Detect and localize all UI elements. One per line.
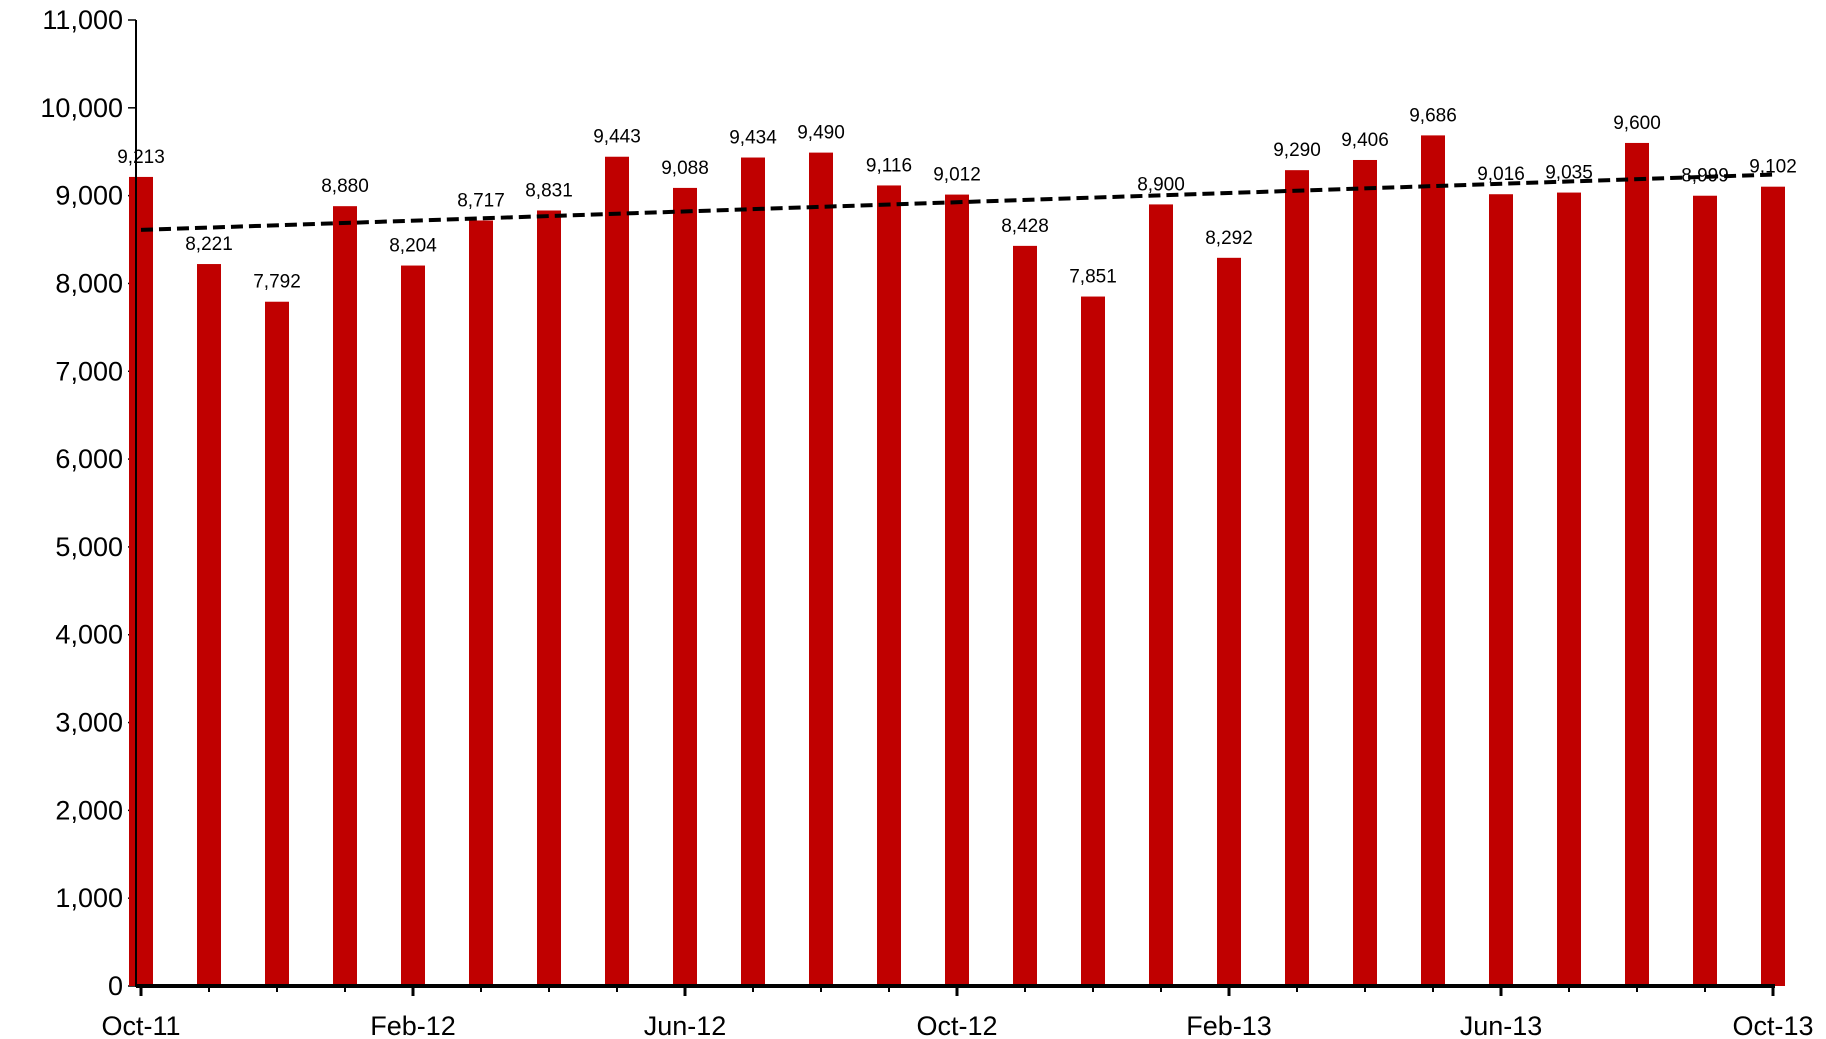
y-tick-label: 0 xyxy=(108,971,123,1001)
data-label: 9,213 xyxy=(117,147,165,168)
data-label: 8,999 xyxy=(1681,166,1729,187)
y-tick-label: 7,000 xyxy=(55,356,123,386)
data-label: 8,221 xyxy=(185,234,233,255)
bar-jun-13 xyxy=(1489,194,1513,987)
x-tick-label: Jun-12 xyxy=(644,1011,727,1039)
bar-dec-11 xyxy=(265,301,289,987)
bar-jan-12 xyxy=(333,206,357,986)
x-tick-label: Feb-13 xyxy=(1186,1011,1272,1039)
bar-apr-13 xyxy=(1353,159,1377,986)
bar-aug-13 xyxy=(1625,142,1649,987)
y-tick-label: 5,000 xyxy=(55,532,123,562)
bar-mar-12 xyxy=(469,220,493,987)
bar-nov-12 xyxy=(1013,245,1037,987)
bar-apr-12 xyxy=(537,210,561,986)
data-labels: 9,213 8,221 7,792 8,880 8,204 8,717 8,831 9,443… xyxy=(117,105,1797,292)
y-tick-label: 4,000 xyxy=(55,620,123,650)
bar-mar-13 xyxy=(1285,170,1309,987)
bar-nov-11 xyxy=(197,264,221,986)
y-tick-label: 11,000 xyxy=(42,5,123,35)
y-tick-label: 9,000 xyxy=(55,181,123,211)
bar-oct-11 xyxy=(129,176,153,986)
data-label: 9,116 xyxy=(866,155,912,176)
y-tick-label: 2,000 xyxy=(55,795,123,825)
x-axis-tick-labels: Oct-11 Feb-12 Jun-12 Oct-12 Feb-13 Jun-13 Oct-… xyxy=(101,1011,1813,1039)
bar-feb-12 xyxy=(401,265,425,986)
data-label: 8,204 xyxy=(389,236,437,257)
x-tick-label: Feb-12 xyxy=(370,1011,456,1039)
data-label: 8,717 xyxy=(457,190,505,211)
data-label: 8,292 xyxy=(1205,228,1253,249)
y-tick-label: 6,000 xyxy=(55,444,123,474)
data-label: 9,434 xyxy=(729,128,777,149)
bar-may-13 xyxy=(1421,135,1445,987)
bar-aug-12 xyxy=(809,152,833,986)
y-tick-label: 1,000 xyxy=(55,883,123,913)
bar-feb-13 xyxy=(1217,257,1241,986)
bar-sep-12 xyxy=(877,185,901,986)
data-label: 7,792 xyxy=(253,272,301,293)
data-label: 9,406 xyxy=(1341,130,1389,151)
data-label: 9,035 xyxy=(1545,163,1593,184)
bar-jun-12 xyxy=(673,187,697,986)
data-label: 9,012 xyxy=(933,165,981,186)
trendline-group xyxy=(140,172,1774,232)
x-tick-label: Oct-11 xyxy=(101,1011,180,1039)
bar-may-12 xyxy=(605,156,629,986)
x-tick-label: Oct-13 xyxy=(1732,1011,1813,1039)
bar-oct-12 xyxy=(945,194,969,987)
x-axis-ticks xyxy=(139,986,1775,996)
y-axis-tick-labels: 0 1,000 2,000 3,000 4,000 5,000 6,000 7,000 8,00… xyxy=(40,5,123,1001)
data-label: 8,900 xyxy=(1137,174,1185,195)
x-tick-label: Jun-13 xyxy=(1460,1011,1543,1039)
bar-oct-13 xyxy=(1761,186,1785,987)
data-label: 9,686 xyxy=(1409,105,1457,126)
y-tick-label: 3,000 xyxy=(55,708,123,738)
y-tick-label: 8,000 xyxy=(55,268,123,298)
bar-dec-12 xyxy=(1081,296,1105,987)
data-label: 8,428 xyxy=(1001,216,1049,237)
data-label: 9,600 xyxy=(1613,113,1661,134)
data-label: 8,880 xyxy=(321,176,369,197)
bar-jul-13 xyxy=(1557,192,1581,986)
bar-jan-13 xyxy=(1149,204,1173,986)
trendline xyxy=(140,172,1774,232)
bar-sep-13 xyxy=(1693,195,1717,986)
data-label: 7,851 xyxy=(1069,267,1117,288)
data-label: 8,831 xyxy=(525,180,573,201)
data-label: 9,290 xyxy=(1273,140,1321,161)
bar-jul-12 xyxy=(741,157,765,987)
data-label: 9,088 xyxy=(661,158,709,179)
data-label: 9,443 xyxy=(593,127,641,148)
data-label: 9,490 xyxy=(797,123,845,144)
data-label: 9,102 xyxy=(1749,157,1797,178)
data-label: 9,016 xyxy=(1477,164,1525,185)
x-tick-label: Oct-12 xyxy=(916,1011,997,1039)
bars xyxy=(129,135,1785,987)
y-tick-label: 10,000 xyxy=(40,93,123,123)
